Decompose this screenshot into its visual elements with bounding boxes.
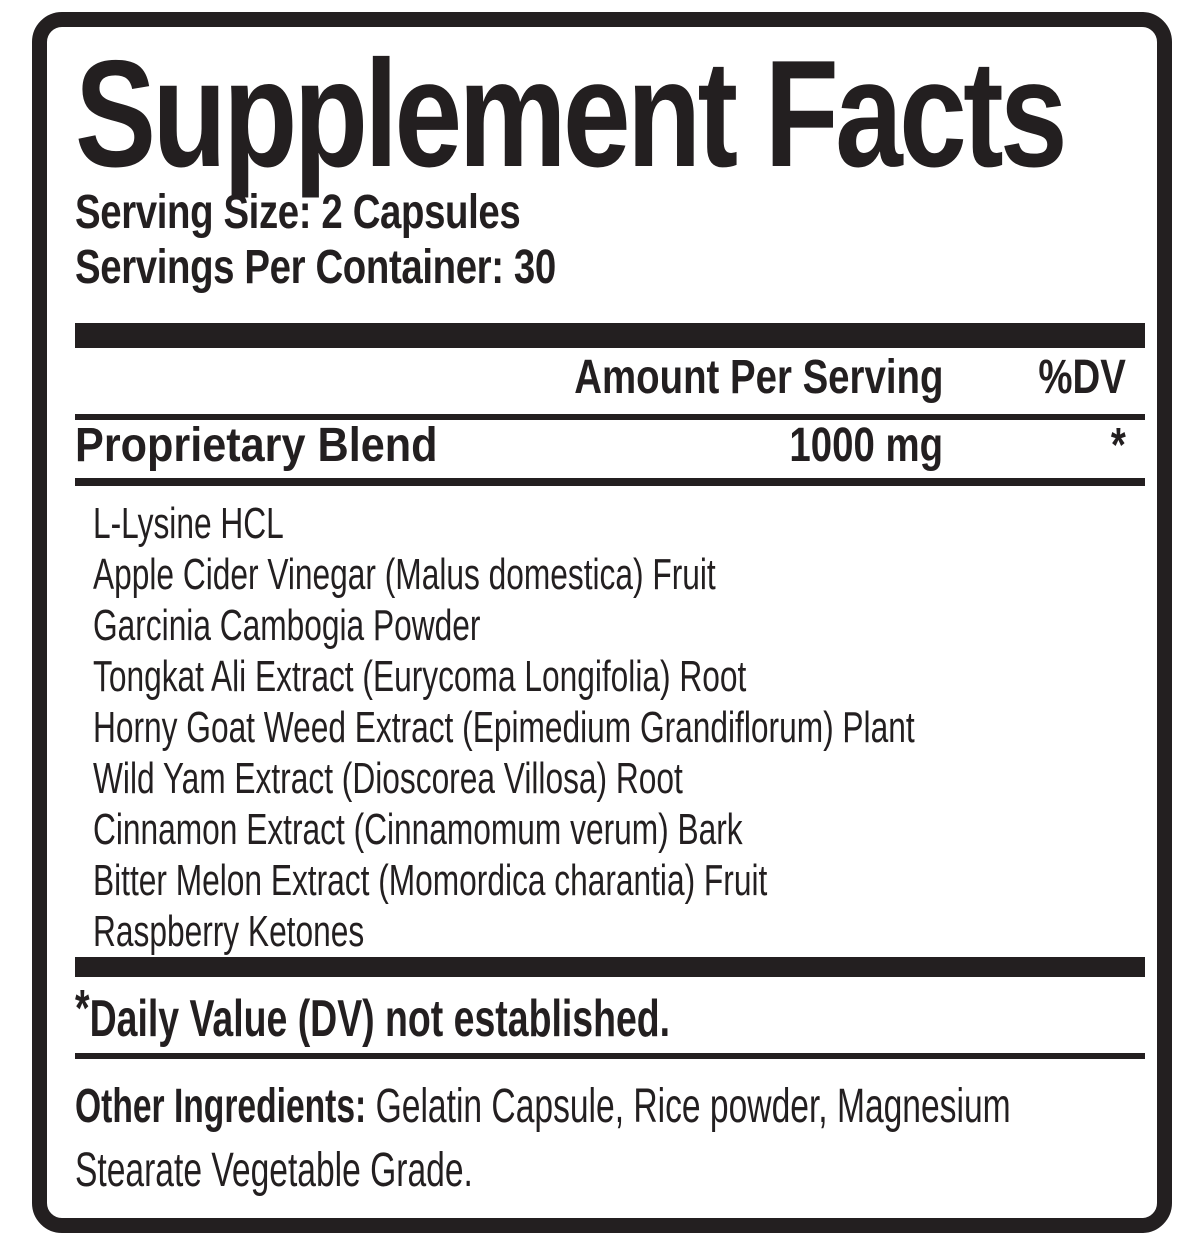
ingredient-row: Wild Yam Extract (Dioscorea Villosa) Roo… [93,753,683,803]
ingredient-row: Apple Cider Vinegar (Malus domestica) Fr… [93,549,716,599]
serving-info: Serving Size: 2 Capsules Servings Per Co… [75,185,1145,295]
proprietary-blend-name: Proprietary Blend [75,418,438,472]
other-ingredients-line2: Stearate Vegetable Grade. [75,1143,473,1197]
other-ingredients-label: Other Ingredients: [75,1079,367,1133]
proprietary-blend-dv: * [1110,418,1126,472]
percent-dv-header: %DV [1038,350,1126,404]
ingredient-row: Bitter Melon Extract (Momordica charanti… [93,855,768,905]
column-header-row: Amount Per Serving %DV [75,348,1145,414]
servings-per-container-line: Servings Per Container: 30 [75,240,556,294]
supplement-facts-label: Supplement Facts Serving Size: 2 Capsule… [32,12,1172,1233]
amount-per-serving-header: Amount Per Serving [573,350,943,404]
serving-size-line: Serving Size: 2 Capsules [75,185,521,239]
proprietary-blend-row: Proprietary Blend 1000 mg * [75,420,1145,478]
ingredient-row: Cinnamon Extract (Cinnamomum verum) Bark [93,804,743,854]
other-ingredients: Other Ingredients: Gelatin Capsule, Rice … [75,1075,1011,1203]
header-bottom-rule [75,413,1145,420]
ingredient-row: Tongkat Ali Extract (Eurycoma Longifolia… [93,651,747,701]
proprietary-blend-amount: 1000 mg [789,418,943,472]
footnote-bottom-rule [75,1052,1145,1059]
top-separator-bar [75,322,1145,348]
ingredient-row: Horny Goat Weed Extract (Epimedium Grand… [93,702,915,752]
supplement-facts-title: Supplement Facts [75,29,1068,199]
footnote-asterisk: * [75,979,90,1038]
blend-bottom-rule [75,477,1145,486]
daily-value-footnote: *Daily Value (DV) not established. [75,981,845,1048]
ingredient-row: Raspberry Ketones [93,906,365,956]
bottom-separator-bar [75,956,1145,977]
ingredient-row: L-Lysine HCL [93,498,284,548]
footnote-text: Daily Value (DV) not established. [89,989,671,1048]
other-ingredients-line1: Gelatin Capsule, Rice powder, Magnesium [375,1079,1011,1133]
ingredient-list: L-Lysine HCL Apple Cider Vinegar (Malus d… [75,486,1145,957]
ingredient-row: Garcinia Cambogia Powder [93,600,481,650]
